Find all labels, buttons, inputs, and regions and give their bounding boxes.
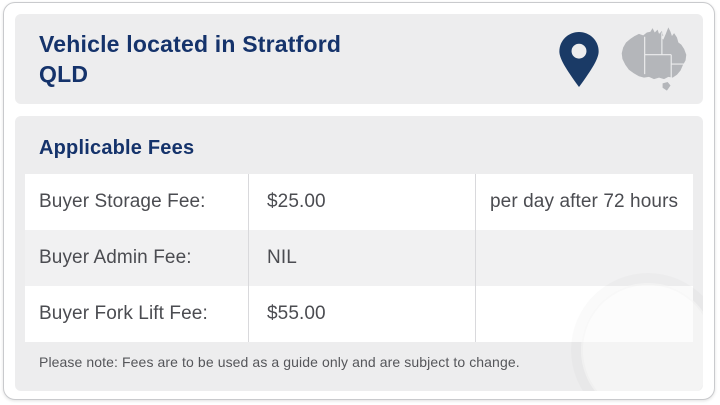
fee-amount: $25.00: [248, 174, 475, 230]
watermark-circle: [581, 283, 703, 391]
fee-condition: [475, 286, 693, 342]
australia-map-icon: [613, 26, 695, 92]
table-row-storage-fee: Buyer Storage Fee: $25.00 per day after …: [25, 174, 693, 230]
fee-amount: $55.00: [248, 286, 475, 342]
header-icons: [559, 26, 703, 92]
fee-condition: per day after 72 hours: [475, 174, 693, 230]
location-pin-icon: [559, 31, 599, 87]
fees-disclaimer: Please note: Fees are to be used as a gu…: [39, 354, 520, 370]
vehicle-fees-panel: Vehicle located in Stratford QLD: [3, 2, 715, 400]
table-row-forklift-fee: Buyer Fork Lift Fee: $55.00: [25, 286, 693, 342]
location-header-card: Vehicle located in Stratford QLD: [15, 14, 703, 104]
fee-amount: NIL: [248, 230, 475, 286]
location-title: Vehicle located in Stratford QLD: [39, 31, 342, 87]
applicable-fees-card: Applicable Fees Buyer Storage Fee: $25.0…: [15, 116, 703, 391]
fee-label: Buyer Storage Fee:: [39, 191, 206, 212]
fee-condition: [475, 230, 693, 286]
fees-heading: Applicable Fees: [39, 137, 195, 159]
fee-label: Buyer Fork Lift Fee:: [39, 303, 208, 324]
table-row-admin-fee: Buyer Admin Fee: NIL: [25, 230, 693, 286]
fees-table: Buyer Storage Fee: $25.00 per day after …: [25, 174, 693, 342]
fee-label: Buyer Admin Fee:: [39, 247, 192, 268]
